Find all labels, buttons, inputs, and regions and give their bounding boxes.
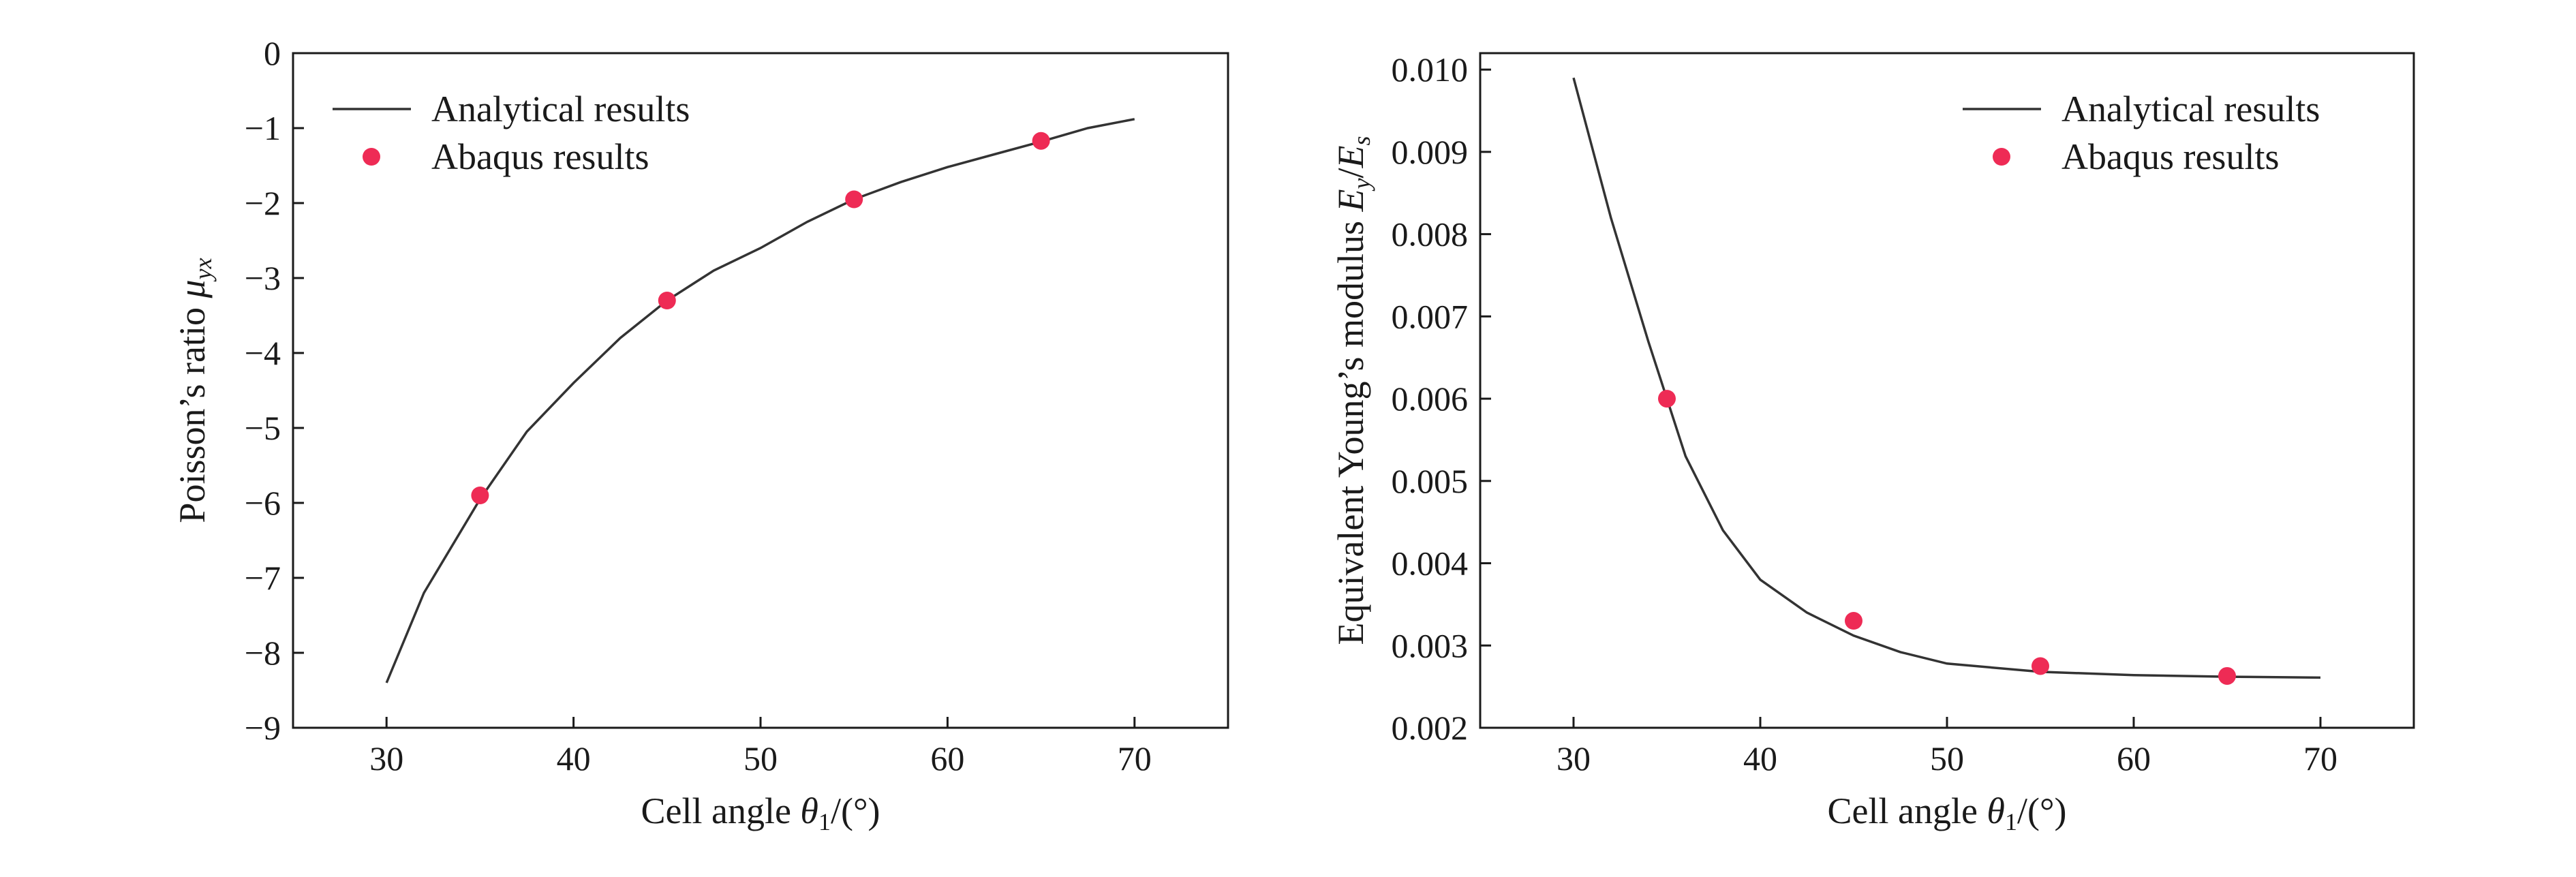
y-tick-label: 0.009 [1392,133,1469,171]
legend: Analytical results Abaqus results [333,89,690,177]
y-tick-label: 0.006 [1392,380,1469,418]
y-tick-label: −4 [245,334,281,372]
y-axis-label: Poisson’s ratio μyx [172,258,217,523]
legend-label-analytical: Analytical results [431,89,690,129]
y-tick-label: 0.004 [1392,544,1469,583]
x-tick-label: 70 [1118,739,1152,778]
analytical-curve [1572,77,2321,679]
abaqus-point [1845,612,1862,630]
y-tick-label: −5 [245,409,281,447]
legend-label-analytical: Analytical results [2061,89,2320,129]
y-tick-label: 0.010 [1392,50,1469,89]
y-tick-label: 0.007 [1392,297,1469,335]
y-tick-label: −1 [245,109,281,147]
y-tick-label: 0.005 [1392,462,1469,500]
y-tick-label: 0.002 [1392,709,1469,747]
abaqus-point [658,292,676,309]
y-tick-label: −7 [245,559,281,597]
x-axis-label: Cell angle θ1/(°) [641,790,880,835]
chart-youngs-modulus: 30 40 50 60 70 0.002 0.003 0.004 0.005 0.006 0.007… [1330,50,2415,835]
y-tick-label: −3 [245,259,281,297]
x-axis-label: Cell angle θ1/(°) [1827,790,2066,835]
abaqus-point [845,190,863,209]
legend: Analytical results Abaqus results [1963,89,2320,177]
x-tick-label: 40 [557,739,591,778]
abaqus-point [2031,657,2049,675]
x-tick-label: 30 [369,739,403,778]
legend-label-abaqus: Abaqus results [2061,136,2279,177]
y-tick-label: −9 [245,709,281,747]
y-axis-label: Equivalent Young’s modulus Ey/Es [1330,136,1375,645]
abaqus-point [471,487,489,504]
y-tick-label: −6 [245,484,281,522]
chart-poissons-ratio: 30 40 50 60 70 0 −1 −2 −3 −4 −5 −6 −7 −8 −9 Cell angle … [172,34,1229,835]
x-tick-label: 60 [930,739,964,778]
abaqus-point [2218,666,2236,685]
analytical-curve [385,118,1135,683]
y-tick-label: 0 [264,34,281,72]
x-tick-label: 30 [1557,739,1591,778]
abaqus-point [1032,132,1050,150]
x-tick-label: 50 [743,739,778,778]
legend-label-abaqus: Abaqus results [431,136,649,177]
y-tick-label: 0.003 [1392,626,1469,664]
x-tick-label: 70 [2303,739,2337,778]
legend-marker-swatch [1993,148,2010,166]
x-tick-label: 50 [1930,739,1964,778]
x-tick-label: 60 [2117,739,2151,778]
y-tick-label: 0.008 [1392,215,1469,253]
legend-marker-swatch [363,148,380,166]
x-tick-label: 40 [1743,739,1777,778]
y-tick-label: −8 [245,634,281,672]
abaqus-point [1658,390,1676,408]
y-tick-label: −2 [245,184,281,222]
